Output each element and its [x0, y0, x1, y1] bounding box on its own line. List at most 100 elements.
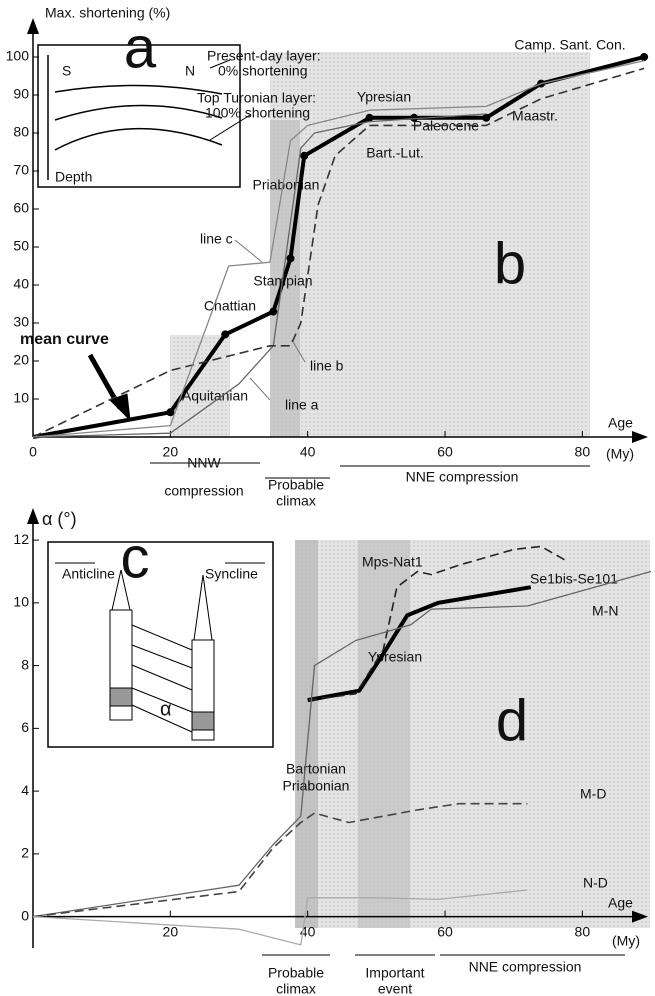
event-band: [358, 540, 410, 928]
shade: [170, 335, 230, 437]
panel-label: d: [496, 688, 528, 753]
annotation: Maastr.: [512, 108, 558, 124]
inset-text: 0% shortening: [218, 63, 308, 79]
annotation: climax: [276, 981, 316, 996]
y-tick-label: 60: [13, 200, 29, 216]
series-label: mean curve: [20, 331, 109, 348]
annotation: Important: [365, 965, 424, 981]
inset-a: [37, 44, 251, 188]
x-unit: (My): [606, 446, 634, 462]
y-tick-label: 20: [13, 352, 29, 368]
series-line: [32, 570, 652, 918]
series-label: line a: [285, 397, 319, 413]
series-label: line c: [200, 231, 233, 247]
inset-text: Present-day layer:: [207, 48, 321, 64]
y-tick-label: 6: [21, 719, 29, 735]
y-tick-label: 10: [13, 594, 29, 610]
x-unit: (My): [612, 933, 640, 949]
annotation: Probable: [268, 477, 324, 493]
x-tick-label: 20: [163, 444, 179, 460]
point: [286, 254, 295, 263]
series-line: [32, 60, 645, 438]
panel-label: b: [494, 231, 526, 296]
point: [365, 113, 374, 122]
axis-arrow: [632, 431, 648, 443]
y-tick-label: 80: [13, 124, 29, 140]
y-tick-label: 90: [13, 86, 29, 102]
series-label: Mps-Nat1: [362, 554, 423, 570]
x-tick-label: 60: [437, 444, 453, 460]
annotation: Aquitanian: [182, 388, 248, 404]
panel-label: a: [124, 15, 157, 80]
series-label: M-D: [580, 786, 606, 802]
series-line: [32, 113, 487, 438]
axis-arrow: [27, 508, 39, 524]
inset-text: α: [160, 698, 172, 720]
annotation: Camp. Sant. Con.: [514, 37, 625, 53]
y-tick-label: 40: [13, 276, 29, 292]
inset-text: S: [62, 63, 71, 79]
annotation: Probable: [268, 965, 324, 981]
series-label: M-N: [592, 603, 618, 619]
series-label: line b: [310, 358, 344, 374]
axis-arrow: [27, 18, 39, 34]
y-tick-label: 50: [13, 238, 29, 254]
pointer-arrows: [87, 239, 590, 479]
annotation: event: [378, 981, 412, 996]
annotation: Priabonian: [283, 778, 350, 794]
x-tick-label: 60: [437, 923, 453, 939]
annotation: Priabonian: [253, 177, 320, 193]
point: [221, 330, 230, 339]
series-line: [32, 889, 528, 946]
point: [269, 307, 278, 316]
y-tick-label: 10: [13, 390, 29, 406]
climax-band: [295, 540, 318, 928]
y-tick-label: 12: [13, 531, 29, 547]
series-line: [307, 545, 569, 701]
y-tick-label: 8: [21, 656, 29, 672]
series-label: Se1bis-Se101: [530, 571, 618, 587]
x-tick-label: 20: [163, 923, 179, 939]
point: [300, 151, 309, 160]
panel-label: c: [121, 525, 150, 590]
inset-text: 100% shortening: [205, 105, 310, 121]
axis-arrow: [632, 910, 648, 923]
x-tick-label: 80: [575, 923, 591, 939]
y-tick-label: 30: [13, 314, 29, 330]
inset-c: [47, 541, 274, 748]
x-tick-label: 0: [29, 444, 37, 460]
annotation: Bartonian: [286, 761, 346, 777]
annotation: Chattian: [204, 298, 256, 314]
inset-text: Anticline: [62, 566, 115, 582]
y-label: α (°): [42, 509, 77, 529]
x-label: Age: [608, 895, 633, 911]
point: [482, 113, 491, 122]
y-tick-label: 2: [21, 845, 29, 861]
inset-text: Depth: [55, 169, 92, 185]
series-line: [32, 802, 528, 918]
annotation: Bart.-Lut.: [366, 145, 424, 161]
x-tick-label: 40: [300, 444, 316, 460]
annotation: Ypresian: [357, 89, 411, 105]
annotation: compression: [164, 483, 243, 499]
annotation: NNE compression: [406, 469, 519, 485]
y-label: Max. shortening (%): [45, 5, 170, 21]
annotation: Ypresian: [368, 649, 422, 665]
annotation: NNE compression: [469, 959, 582, 975]
y-tick-label: 70: [13, 162, 29, 178]
x-label: Age: [608, 415, 633, 431]
y-tick-label: 4: [21, 782, 29, 798]
y-tick-label: 0: [21, 907, 29, 923]
y-tick-label: 100: [6, 48, 30, 64]
point: [410, 113, 419, 122]
inset-text: N: [185, 63, 195, 79]
annotation: climax: [276, 493, 316, 509]
x-tick-label: 80: [575, 444, 591, 460]
inset-text: Top Turonian layer:: [197, 90, 316, 106]
point: [640, 53, 649, 61]
shade: [295, 540, 650, 928]
inset-text: Syncline: [205, 566, 258, 582]
series-line: [307, 585, 532, 703]
point: [166, 408, 175, 417]
